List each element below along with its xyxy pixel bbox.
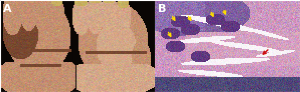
Text: A: A — [3, 4, 12, 14]
Text: B: B — [158, 4, 166, 14]
